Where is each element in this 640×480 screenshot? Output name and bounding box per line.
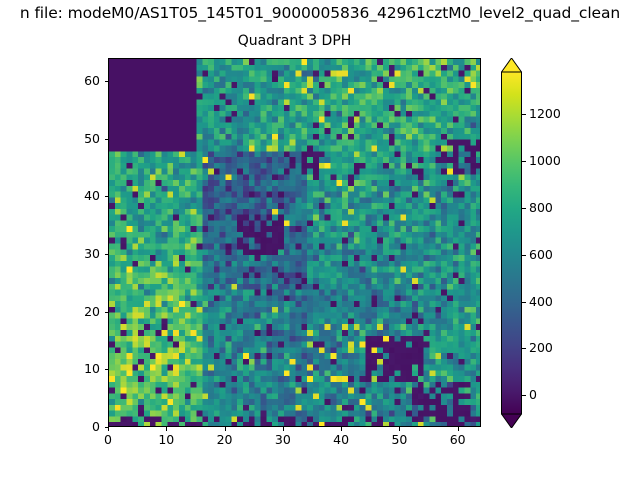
colorbar-tick-mark bbox=[522, 301, 526, 303]
colorbar-tick-mark bbox=[522, 254, 526, 256]
x-tick-mark bbox=[108, 427, 109, 431]
figure-suptitle: n file: modeM0/AS1T05_145T01_9000005836_… bbox=[19, 4, 621, 22]
y-tick-mark bbox=[104, 254, 108, 256]
x-tick-label: 10 bbox=[158, 432, 175, 447]
y-tick-label: 50 bbox=[84, 130, 100, 146]
colorbar-tick-mark bbox=[522, 395, 526, 397]
heatmap-image[interactable] bbox=[109, 59, 480, 426]
colorbar-body bbox=[501, 71, 522, 415]
y-tick-label: 60 bbox=[84, 73, 100, 89]
y-tick-label: 20 bbox=[84, 303, 100, 319]
colorbar-extend-bottom-arrow bbox=[501, 413, 522, 428]
colorbar-tick-label: 0 bbox=[529, 387, 537, 403]
x-tick-label: 20 bbox=[216, 432, 233, 447]
x-tick-mark bbox=[282, 427, 284, 431]
colorbar-extend-top-arrow bbox=[501, 58, 522, 73]
suptitle-clip-region: n file: modeM0/AS1T05_145T01_9000005836_… bbox=[0, 0, 640, 26]
y-tick-label: 0 bbox=[92, 419, 100, 434]
colorbar-gradient bbox=[501, 58, 522, 428]
heatmap-axes[interactable] bbox=[108, 58, 481, 427]
y-tick-mark bbox=[104, 369, 108, 371]
x-tick-label: 0 bbox=[104, 432, 112, 447]
x-tick-label: 40 bbox=[333, 432, 350, 447]
y-tick-mark bbox=[104, 81, 108, 83]
y-tick-label: 30 bbox=[84, 246, 100, 262]
x-tick-mark bbox=[399, 427, 401, 431]
y-tick-mark bbox=[104, 196, 108, 198]
colorbar[interactable] bbox=[501, 58, 522, 428]
y-tick-label: 40 bbox=[84, 188, 100, 204]
colorbar-tick-label: 200 bbox=[529, 340, 553, 356]
colorbar-tick-mark bbox=[522, 207, 526, 209]
colorbar-tick-label: 600 bbox=[529, 246, 553, 262]
y-tick-mark bbox=[104, 427, 108, 428]
colorbar-tick-label: 1200 bbox=[529, 106, 561, 122]
colorbar-tick-label: 400 bbox=[529, 293, 553, 309]
colorbar-tick-label: 1000 bbox=[529, 153, 561, 168]
x-tick-mark bbox=[457, 427, 459, 431]
colorbar-tick-mark bbox=[522, 114, 526, 116]
y-tick-mark bbox=[104, 138, 108, 140]
x-tick-mark bbox=[341, 427, 343, 431]
x-tick-label: 50 bbox=[391, 432, 408, 447]
x-tick-mark bbox=[166, 427, 168, 431]
colorbar-tick-mark bbox=[522, 161, 526, 162]
x-tick-label: 30 bbox=[274, 432, 291, 447]
x-tick-label: 60 bbox=[449, 432, 466, 447]
axes-title: Quadrant 3 DPH bbox=[237, 33, 352, 49]
y-tick-mark bbox=[104, 311, 108, 313]
y-tick-label: 10 bbox=[84, 361, 100, 377]
x-tick-mark bbox=[224, 427, 226, 431]
colorbar-tick-mark bbox=[522, 348, 526, 350]
colorbar-tick-label: 800 bbox=[529, 199, 553, 215]
